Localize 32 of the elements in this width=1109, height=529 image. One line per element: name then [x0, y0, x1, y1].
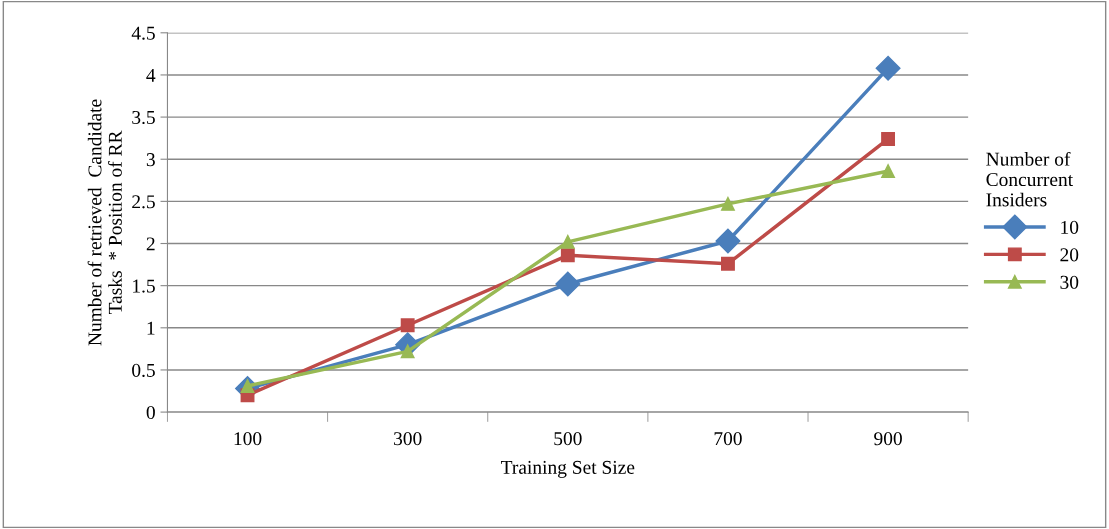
legend-label: 30	[1060, 275, 1079, 289]
point	[875, 55, 901, 81]
x-tick-label: 300	[394, 432, 422, 446]
y-tick-label: 3.5	[132, 110, 155, 125]
y-tick-label: 3	[146, 153, 155, 167]
point	[560, 248, 575, 263]
point	[721, 256, 735, 271]
y-tick-label: 0.5	[132, 363, 155, 377]
x-axis-title: Training Set Size	[501, 460, 635, 478]
legend-label: 10	[1061, 220, 1079, 234]
legend-title: Number of Concurrent Insiders	[986, 151, 1074, 207]
point	[400, 318, 415, 333]
point	[881, 164, 896, 178]
y-tick-label: 2.5	[132, 195, 155, 209]
x-tick-label: 500	[554, 432, 582, 446]
point	[715, 228, 741, 254]
x-tick-label: 100	[234, 432, 262, 446]
point	[560, 234, 575, 249]
y-axis-title: Number of retrieved Candidate Tasks * Position of RR	[87, 99, 122, 346]
point	[555, 271, 581, 297]
legend-label: 20	[1060, 248, 1079, 262]
point	[881, 132, 896, 146]
point	[400, 344, 415, 359]
y-tick-label: 2	[146, 237, 155, 251]
point	[721, 196, 735, 211]
x-tick-label: 700	[714, 432, 742, 446]
x-tick-label: 900	[874, 432, 902, 446]
y-tick-label: 1.5	[133, 279, 155, 293]
y-tick-label: 1	[147, 321, 155, 335]
y-tick-label: 4.5	[131, 26, 155, 40]
y-tick-label: 4	[146, 68, 156, 82]
y-tick-label: 0	[146, 405, 155, 420]
